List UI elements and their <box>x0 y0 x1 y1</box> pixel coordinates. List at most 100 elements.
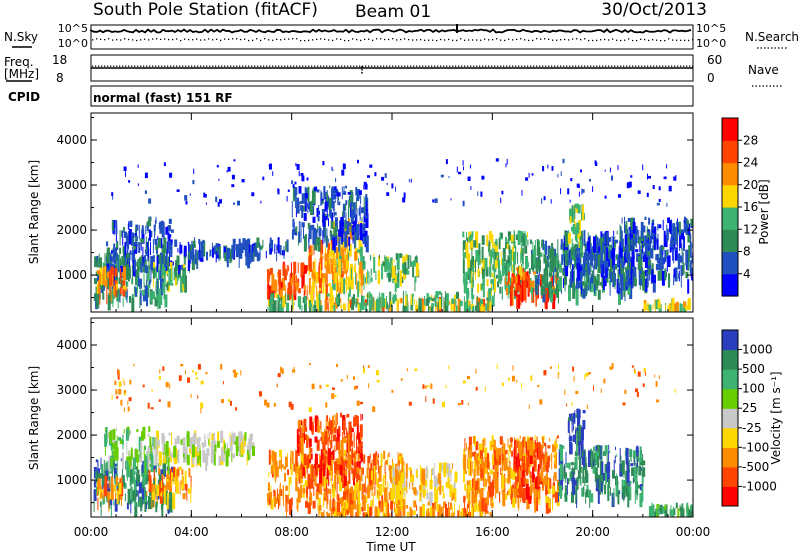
velocity-cell <box>437 511 439 517</box>
power-cell <box>431 298 435 302</box>
power-cell <box>300 262 304 277</box>
nave-dot <box>224 65 226 67</box>
velocity-cell <box>463 508 467 517</box>
power-cell <box>473 259 476 269</box>
power-cell <box>607 258 611 267</box>
velocity-cell <box>345 480 349 496</box>
velocity-cell <box>180 439 183 445</box>
nsearch-dot <box>256 38 258 40</box>
nsearch-dot <box>564 38 566 41</box>
velocity-cell <box>232 432 236 445</box>
power-cell <box>348 206 349 220</box>
power-cell <box>351 304 354 311</box>
nsearch-dot <box>644 38 646 41</box>
velocity-cell <box>428 492 430 506</box>
power-cell <box>361 295 362 303</box>
power-cell <box>381 303 383 312</box>
nsearch-dot <box>168 38 170 41</box>
nsearch-dot <box>568 39 570 41</box>
power-cell <box>594 160 596 166</box>
velocity-cell <box>127 488 131 505</box>
power-cell <box>227 166 231 172</box>
power-cell <box>633 241 635 250</box>
power-cell <box>314 239 318 251</box>
nsearch-dot <box>560 39 562 41</box>
velocity-cell <box>151 443 154 460</box>
velocity-cell <box>478 466 482 470</box>
velocity-cell <box>405 480 407 488</box>
power-cell <box>645 305 648 310</box>
velocity-cell <box>356 467 360 474</box>
velocity-cell <box>337 502 341 512</box>
velocity-cell <box>270 465 273 475</box>
power-cell <box>470 240 474 251</box>
nsearch-dot <box>176 38 178 40</box>
nsearch-dot <box>508 38 510 40</box>
power-cell <box>335 234 338 241</box>
power-cell <box>533 263 536 269</box>
velocity-cell <box>316 483 320 494</box>
velocity-cell <box>273 489 276 499</box>
power-cell <box>135 224 139 231</box>
velocity-cell <box>359 424 363 438</box>
nave-dot <box>212 65 214 67</box>
power-cell <box>334 217 338 232</box>
velocity-cell <box>147 495 150 510</box>
power-cell <box>329 251 330 265</box>
nsearch-dot <box>424 39 426 41</box>
power-cell <box>613 265 615 274</box>
velocity-cell <box>454 487 457 503</box>
nsearch-dot <box>504 39 506 42</box>
power-cell <box>116 283 119 290</box>
power-cell <box>643 256 646 262</box>
nsearch-dot <box>512 39 514 41</box>
velocity-cell <box>361 447 363 456</box>
power-cell <box>295 282 299 291</box>
y-tick-label: 4000 <box>56 133 87 147</box>
velocity-cell <box>140 498 143 512</box>
nave-dot <box>563 65 565 67</box>
nave-dot <box>581 65 583 67</box>
power-cell <box>582 288 586 299</box>
velocity-cell <box>147 433 150 437</box>
nsearch-dot <box>116 39 118 41</box>
nsearch-dot <box>600 39 602 41</box>
power-cell <box>155 294 158 300</box>
power-cell <box>256 252 260 262</box>
power-cell <box>388 272 392 282</box>
power-cell <box>304 193 308 199</box>
nsearch-dot <box>688 39 690 42</box>
power-cell <box>492 278 496 290</box>
power-cell <box>127 235 129 250</box>
power-cell <box>421 299 425 312</box>
nsearch-dot <box>592 39 594 42</box>
power-cell <box>628 273 631 285</box>
power-cell <box>471 231 474 238</box>
velocity-cell <box>151 483 154 492</box>
power-cell <box>488 288 492 300</box>
velocity-cell <box>120 458 122 462</box>
power-cell <box>320 190 322 206</box>
power-cell <box>226 249 228 263</box>
power-cell <box>183 249 185 266</box>
power-cell <box>342 303 346 311</box>
power-cell <box>306 289 308 300</box>
power-cell <box>576 277 579 289</box>
power-cell <box>245 251 248 266</box>
velocity-cell <box>407 511 409 517</box>
power-cell <box>482 267 485 279</box>
nsearch-dot <box>684 39 686 41</box>
velocity-cell <box>369 506 373 517</box>
power-cell <box>149 264 151 269</box>
power-cell <box>678 253 681 270</box>
velocity-cell <box>235 445 238 457</box>
power-cell <box>571 212 574 223</box>
power-cell <box>158 266 159 281</box>
nsearch-dot <box>484 38 486 40</box>
velocity-cell <box>344 460 346 472</box>
nsearch-dot <box>624 39 626 41</box>
velocity-cell <box>356 504 360 517</box>
power-cell <box>597 257 601 273</box>
nsearch-dot <box>452 39 454 41</box>
power-cell <box>324 246 326 258</box>
